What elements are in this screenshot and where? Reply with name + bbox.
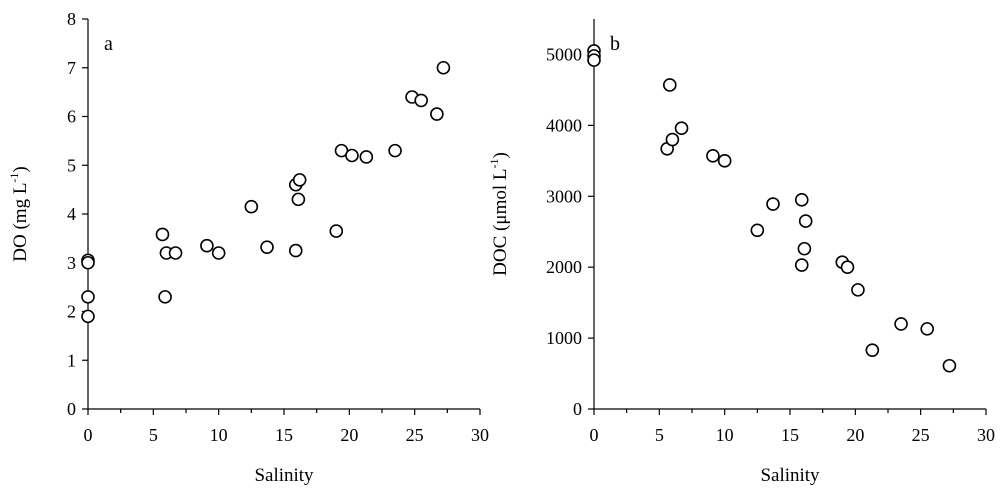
data-point — [81, 255, 95, 270]
data-point — [288, 243, 303, 258]
y-axis-title-b-main: DOC (μmol L — [490, 169, 511, 276]
y-tick-label: 7 — [67, 58, 76, 78]
data-point — [292, 173, 307, 187]
x-tick-label: 30 — [471, 425, 489, 445]
x-tick-label: 10 — [210, 425, 228, 445]
data-point — [388, 143, 402, 158]
data-point — [291, 192, 306, 207]
y-axis-title-b-sup: -1 — [487, 159, 501, 169]
y-tick-label: 1 — [67, 350, 76, 370]
x-tick-label: 25 — [406, 425, 424, 445]
x-tick-label: 20 — [846, 425, 864, 445]
x-ticks-b: 0 5 10 15 20 25 30 — [590, 409, 995, 445]
data-point — [155, 227, 170, 242]
y-tick-label: 4 — [67, 204, 76, 224]
y-tick-label: 0 — [573, 399, 582, 419]
data-points-b — [587, 44, 957, 373]
y-axis-title-a-sup: -1 — [7, 173, 21, 183]
y-axis-title-b: DOC (μmol L-1) — [487, 152, 511, 276]
data-point — [414, 93, 429, 108]
data-point — [717, 154, 732, 168]
x-tick-label: 20 — [340, 425, 358, 445]
y-tick-label: 2000 — [546, 257, 582, 277]
data-point — [359, 150, 374, 164]
y-axis-title-a-end: ) — [10, 166, 31, 172]
y-axis-title-a-main: DO (mg L — [10, 183, 31, 262]
data-point — [665, 132, 680, 147]
data-point — [894, 317, 908, 331]
data-point — [840, 260, 855, 274]
data-point — [750, 223, 765, 238]
data-point — [706, 149, 720, 163]
y-tick-label: 1000 — [546, 328, 582, 348]
y-tick-label: 5 — [67, 155, 76, 175]
y-tick-label: 8 — [67, 9, 76, 29]
data-point — [81, 309, 95, 324]
y-tick-label: 6 — [67, 107, 76, 127]
y-axis-title-a: DO (mg L-1) — [7, 166, 31, 261]
data-point — [794, 258, 809, 272]
data-point — [260, 240, 274, 254]
panel-label-b: b — [610, 33, 620, 55]
y-ticks-a: 0 1 2 3 4 5 6 7 8 — [67, 9, 88, 419]
x-tick-label: 5 — [655, 425, 664, 445]
x-ticks-a: 0 5 10 15 20 25 30 — [84, 409, 489, 445]
y-ticks-b: 0 1000 2000 3000 4000 5000 — [546, 44, 594, 419]
data-point — [81, 290, 95, 304]
data-point — [158, 290, 172, 304]
x-tick-label: 5 — [149, 425, 158, 445]
data-point — [430, 107, 444, 121]
panel-label-a: a — [104, 33, 113, 55]
data-point — [797, 241, 812, 256]
data-point — [168, 246, 183, 260]
data-point — [674, 121, 689, 135]
x-tick-label: 30 — [977, 425, 995, 445]
data-point — [345, 148, 359, 163]
x-tick-label: 0 — [590, 425, 599, 445]
data-point — [211, 246, 226, 260]
data-point — [865, 343, 880, 357]
y-tick-label: 2 — [67, 302, 76, 322]
x-tick-label: 10 — [716, 425, 734, 445]
y-tick-label: 3 — [67, 253, 76, 273]
y-tick-label: 0 — [67, 399, 76, 419]
data-points-a — [81, 60, 451, 324]
x-axis-title-a: Salinity — [254, 465, 314, 486]
data-point — [794, 193, 809, 207]
panel-b: 0 5 10 15 20 25 30 0 1000 2000 3000 4000 5000 b Sal… — [487, 19, 995, 486]
data-point — [798, 214, 813, 228]
data-point — [200, 238, 214, 253]
x-axis-title-b: Salinity — [760, 465, 820, 486]
y-tick-label: 4000 — [546, 115, 582, 135]
data-point — [329, 224, 344, 238]
data-point — [920, 322, 935, 336]
panel-a: 0 5 10 15 20 25 30 0 1 2 3 4 5 6 7 8 a Salinity DO (mg… — [7, 9, 489, 486]
data-point — [942, 358, 957, 373]
y-tick-label: 5000 — [546, 44, 582, 64]
x-tick-label: 0 — [84, 425, 93, 445]
data-point — [851, 283, 865, 297]
y-axis-title-b-end: ) — [490, 152, 511, 158]
x-tick-label: 25 — [912, 425, 930, 445]
data-point — [436, 60, 451, 75]
x-tick-label: 15 — [781, 425, 799, 445]
x-tick-label: 15 — [275, 425, 293, 445]
data-point — [244, 199, 259, 214]
data-point — [766, 197, 780, 211]
y-tick-label: 3000 — [546, 186, 582, 206]
data-point — [587, 53, 601, 67]
data-point — [662, 78, 677, 92]
